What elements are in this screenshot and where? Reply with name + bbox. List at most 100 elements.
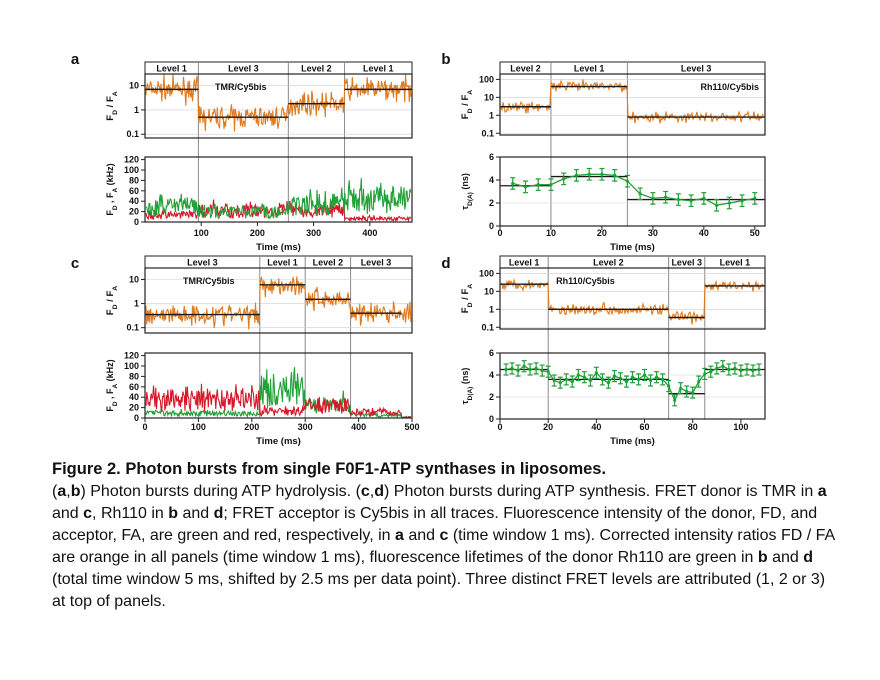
ratio-ylabel-text: FD / FA [105,286,119,315]
level-label: Level 2 [301,64,332,74]
lifetime-point [642,373,647,377]
lifetime-point [574,173,579,177]
bottom-ylabel-text: τD(A) (ns) [460,368,474,405]
level-label: Level 1 [574,64,605,74]
lifetime-point [576,373,580,377]
ratio-ylabel-text: FD / FA [460,90,474,119]
y-tick-label: 2 [489,198,494,208]
lifetime-point [562,177,566,181]
y-tick-label: 1 [134,299,139,309]
lifetime-point [511,181,515,186]
caption-part: and [767,549,804,566]
y-tick-label: 80 [129,175,139,185]
ratio-subplot: 0.1 1 10 TMR/Cy5bis FD / FA [105,267,413,334]
ratio-subplot: 0.1 1 10 TMR/Cy5bis FD / FA [105,73,413,139]
lifetime-point [757,367,761,372]
level-label: Level 2 [313,258,344,268]
y-tick-label: 0 [134,217,139,227]
axes-frame [499,352,766,420]
lifetime-point [536,183,540,187]
lifetime-point [664,195,668,199]
lifetime-point [745,367,749,372]
bottom-ylabel: FD , FA (kHz) [105,359,119,411]
axes-frame [144,156,413,223]
x-tick-label: 20 [543,422,553,432]
panel-letter: a [71,51,80,68]
x-tick-label: 0 [142,422,147,432]
caption-part: c [83,505,93,522]
y-tick-label: 10 [129,274,139,284]
lifetime-point [679,386,683,390]
panel-c: c Level 3 Level 1 Level 2 Level 3 0.1 1 10 TMR/C… [71,255,420,447]
dye-pair-label: Rh110/Cy5bis [700,82,759,92]
caption-part: d [213,505,224,522]
lifetime-point [549,183,553,187]
lifetime-point [528,367,532,372]
lifetime-point [625,179,630,183]
x-tick-label: 400 [351,422,366,432]
lifetime-point [504,367,508,372]
y-tick-label: 0 [134,413,139,423]
y-tick-label: 120 [124,351,139,361]
y-tick-label: 80 [129,371,139,381]
y-tick-label: 2 [489,392,494,402]
intensity-trace [145,383,412,419]
y-tick-label: 1 [134,105,139,115]
lifetime-point [588,378,592,383]
lifetime-point [523,185,528,189]
x-axis-label: Time (ms) [256,436,301,447]
bottom-subplot: 0 2 4 6 τD(A) (ns) 0 10 20 30 40 50 Time (ms) [460,152,766,253]
lifetime-point [727,201,731,205]
caption-part: b [168,505,179,522]
ratio-subplot: 0.1 1 10 100 Rh110/Cy5bis FD / FA [460,73,766,138]
caption-part: , Rh110 in [92,505,169,522]
caption-part: ; FRET acceptor is Cy5bis in all traces.… [52,505,818,544]
y-tick-label: 4 [489,370,494,380]
y-tick-label: 10 [484,286,494,296]
caption-part: (time window 1 ms). Corrected intensity … [52,527,835,566]
lifetime-point [636,377,641,381]
y-tick-label: 0 [489,221,494,231]
y-tick-label: 0.1 [481,322,494,332]
caption-part: a [817,483,827,500]
x-axis-label: Time (ms) [256,242,301,253]
x-tick-label: 50 [750,228,760,238]
x-tick-label: 100 [733,422,748,432]
lifetime-point [594,371,598,375]
x-tick-label: 20 [597,228,607,238]
caption-part: ) Photon bursts during ATP hydrolysis. ( [80,483,361,500]
caption-part: and [178,505,214,522]
lifetime-point [715,366,719,370]
dye-pair-label: TMR/Cy5bis [215,82,267,92]
lifetime-point [522,364,526,368]
y-tick-label: 100 [479,268,494,278]
y-tick-label: 100 [124,165,139,175]
ratio-trace [145,74,412,132]
level-label: Level 1 [720,258,751,268]
lifetime-point [564,377,568,381]
y-tick-label: 4 [489,175,494,185]
level-label: Level 3 [671,258,702,268]
panel-d: d Level 1 Level 2 Level 3 Level 1 0.1 1 10 100 Rh… [441,255,766,447]
ratio-ylabel-text: FD / FA [460,284,474,313]
x-tick-label: 100 [191,422,206,432]
axes-frame [499,156,766,227]
lifetime-point [651,196,655,200]
y-tick-label: 6 [489,348,494,358]
y-tick-label: 10 [129,81,139,91]
bottom-subplot: 0 2 4 6 τD(A) (ns) 0 20 40 60 80 100 Time (ms) [460,348,766,447]
x-tick-label: 60 [640,422,650,432]
axes-frame [144,352,413,419]
caption-part: and [52,505,84,522]
lifetime-point [613,173,617,177]
y-tick-label: 120 [124,155,139,165]
lifetime-point [709,370,713,374]
lifetime-point [721,364,725,368]
lifetime-point [714,203,719,207]
level-label: Level 1 [363,64,394,74]
lifetime-point [638,192,642,196]
ratio-ylabel: FD / FA [105,286,119,315]
y-tick-label: 20 [129,403,139,413]
axes-frame [499,73,766,136]
x-tick-label: 80 [688,422,698,432]
